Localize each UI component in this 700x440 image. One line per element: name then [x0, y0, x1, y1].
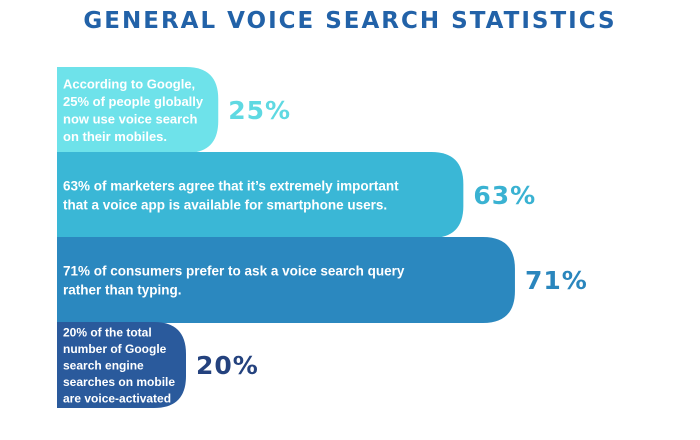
bar-description-line: that a voice app is available for smartp… [63, 197, 387, 212]
bar-description-line: 20% of the total [63, 325, 152, 339]
bar-description-line: According to Google, [63, 76, 195, 91]
bar-description-line: searches on mobile [63, 375, 175, 389]
bar-71 [57, 237, 515, 323]
bar-63 [57, 152, 464, 238]
chart-title: GENERAL VOICE SEARCH STATISTICS [83, 8, 617, 34]
bar-description-line: search engine [63, 358, 144, 372]
value-label: 25% [228, 96, 291, 125]
bar-description-line: rather than typing. [63, 282, 182, 297]
bar-description-line: 71% of consumers prefer to ask a voice s… [63, 263, 405, 278]
value-label: 20% [196, 351, 259, 380]
value-label: 71% [525, 266, 588, 295]
bar-20 [57, 322, 186, 408]
bar-25 [57, 67, 219, 153]
bar-description: 71% of consumers prefer to ask a voice s… [63, 263, 405, 297]
value-label: 63% [473, 181, 536, 210]
bar-description: 20% of the total number of Google search e… [63, 325, 175, 405]
bar-description-line: 25% of people globally [63, 94, 204, 109]
bar-description-line: on their mobiles. [63, 129, 167, 144]
bar-description-line: now use voice search [63, 111, 197, 126]
bar-description: 63% of marketers agree that it’s extreme… [63, 178, 399, 212]
bar-description-line: number of Google [63, 342, 167, 356]
bar-description-line: are voice-activated [63, 391, 171, 405]
bar-description: According to Google, 25% of people global… [63, 76, 204, 143]
bar-description-line: 63% of marketers agree that it’s extreme… [63, 178, 399, 193]
